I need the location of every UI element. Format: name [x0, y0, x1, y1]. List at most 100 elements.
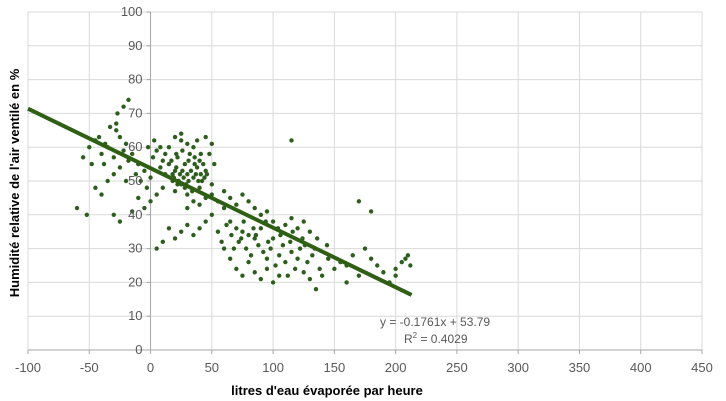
data-point — [234, 202, 239, 207]
data-point — [283, 259, 288, 265]
data-point — [297, 246, 303, 251]
data-point — [252, 270, 257, 275]
data-point — [375, 263, 380, 268]
data-point — [111, 172, 116, 177]
r-squared-exponent: 2 — [413, 331, 418, 340]
x-tick-label: 200 — [385, 360, 407, 375]
x-tick-label: 400 — [630, 360, 652, 375]
data-point — [174, 165, 179, 170]
data-point — [174, 151, 179, 157]
data-point — [175, 155, 180, 160]
data-point — [317, 266, 322, 272]
data-point — [178, 131, 184, 136]
data-point — [268, 246, 273, 251]
data-point — [356, 199, 362, 204]
data-point — [197, 202, 202, 207]
data-point — [185, 141, 190, 147]
data-point — [236, 239, 241, 245]
data-point — [332, 266, 337, 272]
data-point — [154, 148, 159, 153]
data-point — [136, 195, 141, 201]
y-tick-label: 60 — [128, 139, 142, 154]
data-point — [96, 134, 102, 140]
data-point — [172, 134, 178, 140]
data-point — [185, 205, 190, 211]
data-point — [114, 128, 119, 133]
x-tick-label: -50 — [80, 360, 99, 375]
data-point — [138, 178, 143, 184]
data-point — [74, 205, 80, 211]
data-point — [166, 226, 172, 231]
data-point — [129, 151, 135, 157]
data-point — [197, 226, 202, 231]
data-point — [246, 232, 251, 238]
data-point — [240, 229, 245, 234]
data-point — [114, 121, 119, 126]
data-point — [202, 175, 207, 180]
data-point — [221, 205, 227, 211]
x-tick-label: -100 — [15, 360, 41, 375]
data-point — [186, 178, 191, 184]
data-point — [192, 155, 197, 160]
data-point — [133, 172, 139, 177]
data-point — [228, 219, 233, 224]
data-point — [191, 199, 196, 204]
data-point — [197, 185, 202, 190]
data-point — [310, 253, 315, 258]
data-point — [170, 172, 175, 177]
data-point — [121, 148, 126, 153]
data-point — [258, 212, 264, 217]
data-point — [228, 256, 233, 261]
x-tick-label: 50 — [205, 360, 219, 375]
data-point — [111, 155, 116, 160]
data-point — [201, 161, 206, 167]
data-point — [229, 232, 234, 238]
data-point — [152, 138, 157, 143]
data-point — [295, 256, 300, 261]
data-point — [160, 185, 165, 190]
data-point — [362, 246, 368, 251]
r-squared-label: R — [404, 332, 413, 346]
data-point — [234, 226, 239, 231]
x-tick-label: 100 — [262, 360, 284, 375]
data-point — [204, 172, 210, 177]
data-point — [253, 232, 259, 238]
y-axis-title: Humidité relative de l'air ventilé en % — [7, 68, 22, 297]
data-point — [252, 205, 257, 211]
data-point — [228, 195, 233, 201]
data-point — [350, 253, 355, 258]
data-point — [93, 185, 98, 190]
data-point — [196, 178, 201, 184]
data-point — [256, 243, 261, 248]
data-point — [305, 259, 310, 265]
data-point — [166, 161, 172, 167]
y-tick-label: 40 — [128, 207, 142, 222]
data-point — [246, 199, 251, 204]
trendline — [27, 106, 413, 297]
data-point — [209, 212, 215, 217]
trendline-r-squared: R2 = 0.4029 — [404, 331, 468, 346]
data-point — [264, 266, 270, 272]
data-point — [129, 209, 135, 214]
data-point — [324, 243, 330, 248]
data-point — [285, 273, 290, 278]
data-point — [198, 151, 203, 157]
data-point — [145, 145, 151, 150]
data-point — [344, 280, 349, 285]
data-point — [187, 151, 192, 157]
data-point — [258, 226, 264, 231]
data-point — [169, 158, 174, 163]
data-point — [191, 232, 196, 238]
data-point — [264, 209, 270, 214]
data-point — [191, 145, 196, 150]
data-point — [107, 124, 113, 130]
data-point — [393, 273, 398, 278]
data-point — [203, 134, 208, 140]
data-point — [258, 276, 264, 282]
y-tick-label: 0 — [135, 342, 142, 357]
data-point — [288, 239, 293, 245]
y-tick-label: 100 — [121, 4, 143, 19]
data-point — [246, 259, 251, 265]
y-tick-label: 90 — [128, 38, 142, 53]
data-point — [197, 158, 202, 163]
